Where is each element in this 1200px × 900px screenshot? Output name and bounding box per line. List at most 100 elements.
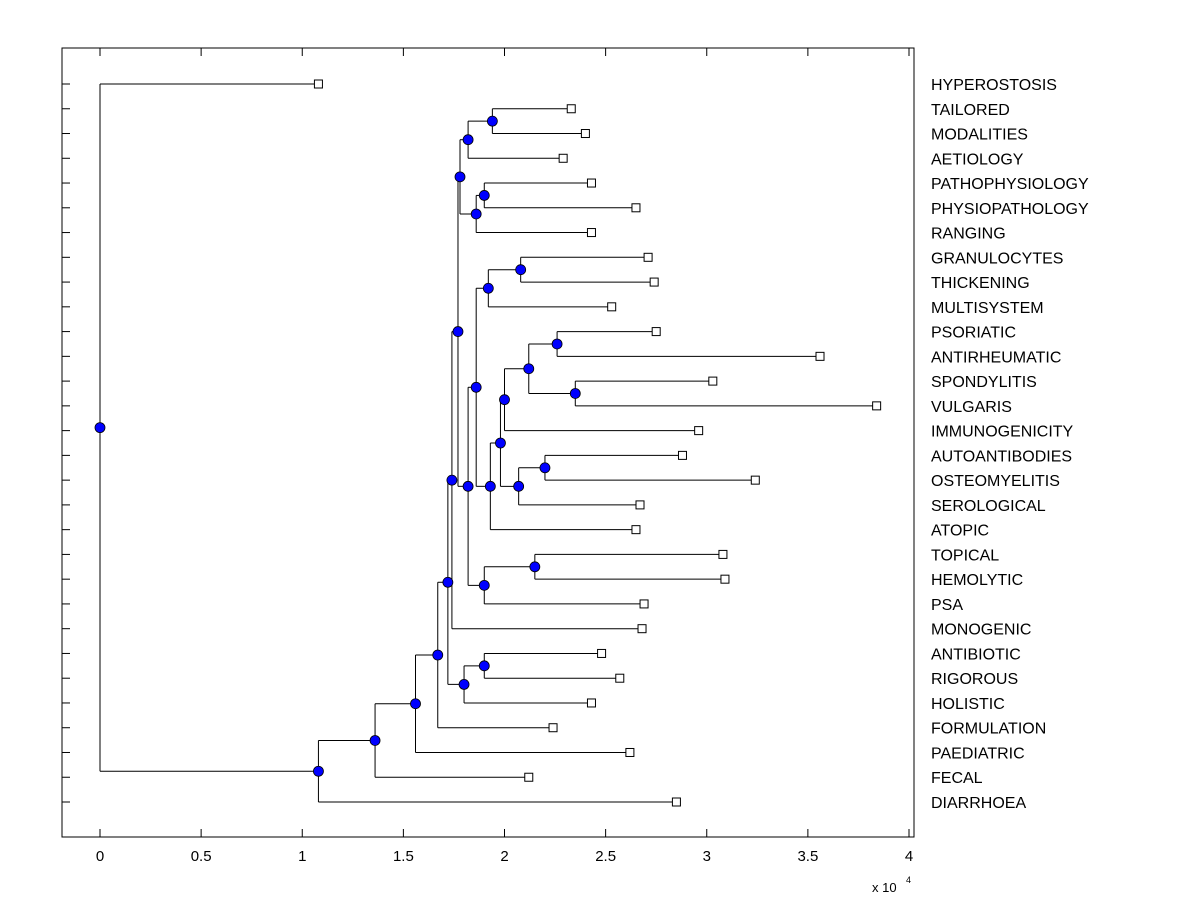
leaf-marker xyxy=(631,203,641,213)
node-marker xyxy=(495,437,506,449)
leaf-marker xyxy=(639,599,649,609)
leaf-label: PSORIATIC xyxy=(931,325,1016,342)
leaf-label: OSTEOMYELITIS xyxy=(931,473,1060,490)
node-marker xyxy=(313,765,324,777)
x-tick-label: 1.5 xyxy=(393,848,414,865)
leaf-labels: HYPEROSTOSIS TAILORED MODALITIES AETIOLOGY P… xyxy=(931,77,1089,812)
leaf-label: HEMOLYTIC xyxy=(931,572,1023,589)
leaf-label: AETIOLOGY xyxy=(931,151,1024,168)
node-marker xyxy=(446,474,458,486)
leaf-marker xyxy=(643,252,653,262)
node-marker xyxy=(410,698,421,710)
node-marker xyxy=(482,282,494,294)
leaf-label: IMMUNOGENICITY xyxy=(931,424,1074,441)
leaf-marker xyxy=(708,376,718,386)
leaf-marker xyxy=(649,277,659,287)
leaf-label: FECAL xyxy=(931,770,983,787)
leaf-label: PHYSIOPATHOLOGY xyxy=(931,201,1089,218)
node-marker xyxy=(369,735,381,746)
node-marker xyxy=(569,388,581,399)
leaf-marker xyxy=(750,475,760,485)
x-multiplier-exponent: 4 xyxy=(906,875,911,885)
x-tick-label: 4 xyxy=(905,848,913,865)
leaf-markers xyxy=(313,79,882,807)
leaf-marker xyxy=(586,698,596,708)
leaf-label: HYPEROSTOSIS xyxy=(931,77,1057,94)
leaf-marker xyxy=(313,79,323,89)
node-marker xyxy=(462,480,474,492)
node-marker xyxy=(478,660,490,672)
node-marker xyxy=(484,480,496,492)
node-marker xyxy=(442,576,454,588)
node-marker xyxy=(529,561,541,573)
leaf-marker xyxy=(558,153,568,163)
leaf-marker xyxy=(566,104,576,114)
node-marker xyxy=(486,115,498,127)
leaf-label: PSA xyxy=(931,597,963,614)
node-marker xyxy=(513,480,525,492)
leaf-label: ANTIBIOTIC xyxy=(931,646,1021,663)
leaf-marker xyxy=(548,723,558,733)
leaf-marker xyxy=(586,178,596,188)
leaf-label: AUTOANTIBODIES xyxy=(931,448,1072,465)
x-tick-label: 0 xyxy=(96,848,104,865)
leaf-label: GRANULOCYTES xyxy=(931,250,1063,267)
leaf-label: MULTISYSTEM xyxy=(931,300,1044,317)
x-tick-label: 2 xyxy=(500,848,508,865)
leaf-marker xyxy=(625,747,635,757)
leaf-label: RIGOROUS xyxy=(931,671,1018,688)
node-marker xyxy=(470,208,482,220)
x-tick-label: 3 xyxy=(703,848,711,865)
node-marker xyxy=(452,326,464,337)
leaf-marker xyxy=(718,549,728,559)
leaf-marker xyxy=(631,525,641,535)
leaf-marker xyxy=(677,450,687,460)
leaf-marker xyxy=(872,401,882,411)
leaf-marker xyxy=(651,327,661,337)
leaf-label: THICKENING xyxy=(931,275,1030,292)
leaf-marker xyxy=(635,500,645,510)
leaf-marker xyxy=(524,772,534,782)
node-marker xyxy=(432,649,444,661)
leaf-label: MONOGENIC xyxy=(931,622,1031,639)
node-marker xyxy=(462,134,474,146)
node-marker xyxy=(470,381,482,393)
leaf-marker xyxy=(607,302,617,312)
leaf-marker xyxy=(597,648,607,658)
leaf-label: SEROLOGICAL xyxy=(931,498,1046,515)
x-tick-label: 2.5 xyxy=(595,848,616,865)
leaf-label: SPONDYLITIS xyxy=(931,374,1037,391)
node-markers xyxy=(94,115,581,777)
leaf-marker xyxy=(637,624,647,634)
node-marker xyxy=(458,678,470,690)
leaf-marker xyxy=(720,574,730,584)
leaf-marker xyxy=(615,673,625,683)
node-marker xyxy=(539,462,551,474)
leaf-marker xyxy=(580,129,590,139)
node-marker xyxy=(478,190,490,201)
leaf-label: HOLISTIC xyxy=(931,696,1005,713)
x-tick-label: 0.5 xyxy=(191,848,212,865)
leaf-label: TOPICAL xyxy=(931,547,999,564)
node-marker xyxy=(499,394,510,406)
leaf-label: VULGARIS xyxy=(931,399,1012,416)
leaf-marker xyxy=(694,426,704,436)
leaf-label: DIARRHOEA xyxy=(931,795,1026,812)
x-tick-label: 1 xyxy=(298,848,306,865)
node-marker xyxy=(551,338,563,350)
node-marker xyxy=(515,264,527,276)
leaf-label: FORMULATION xyxy=(931,721,1046,738)
leaf-marker xyxy=(815,351,825,361)
leaf-label: RANGING xyxy=(931,226,1006,243)
leaf-label: PATHOPHYSIOLOGY xyxy=(931,176,1089,193)
node-marker xyxy=(523,363,535,375)
x-ticks: 0 0.5 1 1.5 2 2.5 3 3.5 4 xyxy=(96,48,913,865)
x-tick-label: 3.5 xyxy=(797,848,818,865)
leaf-marker xyxy=(671,797,681,807)
node-marker xyxy=(454,171,466,183)
plot-area xyxy=(61,47,915,838)
node-marker xyxy=(94,422,106,434)
node-marker xyxy=(478,579,490,591)
leaf-marker xyxy=(586,228,596,238)
